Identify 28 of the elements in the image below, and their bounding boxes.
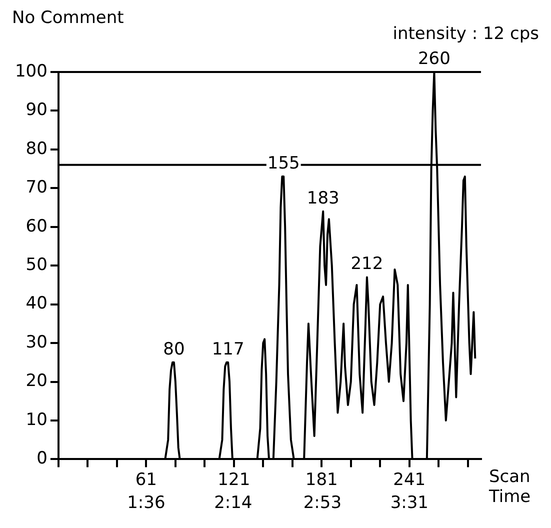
x2-tick-label: 2:53 xyxy=(303,493,342,514)
y-tick-label: 0 xyxy=(36,448,48,469)
annotation: 260 xyxy=(418,48,450,69)
y-tick-label: 30 xyxy=(26,332,48,352)
y-tick-label: 90 xyxy=(26,100,48,120)
x2-tick-label: 2:14 xyxy=(214,493,252,514)
text: intensity : 12 cps xyxy=(392,24,540,44)
annotation: 117 xyxy=(212,339,244,360)
x-tick-label: 121 xyxy=(218,470,250,490)
y-tick-label: 40 xyxy=(26,294,48,314)
y-tick-label: 60 xyxy=(26,216,48,236)
y-tick-label: 80 xyxy=(26,138,48,159)
x-tick-label: 61 xyxy=(135,470,157,490)
chart-title: No Comment xyxy=(12,8,124,28)
y-tick-label: 10 xyxy=(26,410,48,430)
x-axis-title: Scan Time xyxy=(488,467,531,508)
annotation: 183 xyxy=(306,188,340,208)
annotation: 155 xyxy=(267,153,300,174)
y-tick-label: 50 xyxy=(26,255,48,276)
y-tick-label: 20 xyxy=(26,371,48,392)
x-tick-label: 181 xyxy=(305,470,338,490)
y-tick-label: 70 xyxy=(26,178,48,198)
x-tick-label: 241 xyxy=(393,470,426,490)
annotation: 80 xyxy=(163,339,185,360)
y-tick-label: 100 xyxy=(14,61,48,82)
x2-tick-label: 3:31 xyxy=(390,493,429,514)
annotation: 212 xyxy=(350,254,384,274)
x2-tick-label: 1:36 xyxy=(127,493,166,514)
